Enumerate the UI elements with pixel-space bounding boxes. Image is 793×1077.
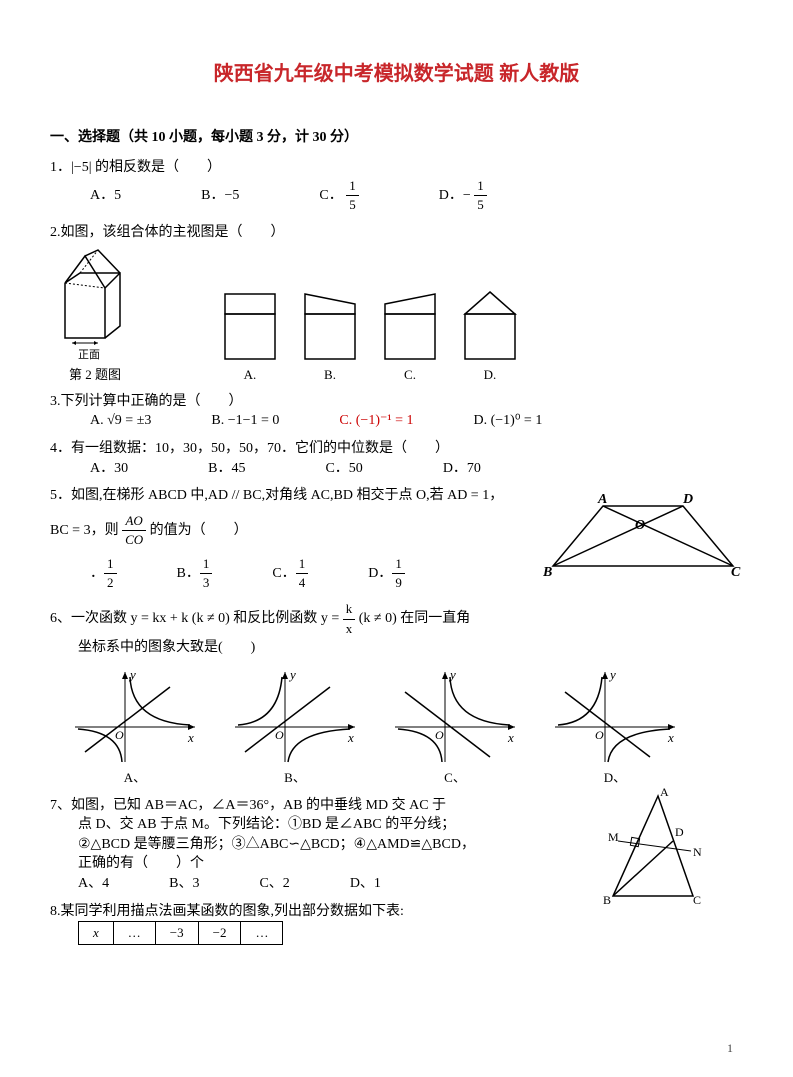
q5-opt-c: C．14 xyxy=(272,555,308,592)
exam-title: 陕西省九年级中考模拟数学试题 新人教版 xyxy=(50,60,743,88)
table-cell: x xyxy=(79,922,114,945)
svg-text:M: M xyxy=(608,830,619,844)
question-2: 2.如图，该组合体的主视图是（ ） 正面 第 2 题图 A. xyxy=(50,223,743,384)
svg-text:y: y xyxy=(288,667,296,682)
fraction-icon: kx xyxy=(343,600,356,637)
fraction-icon: AOCO xyxy=(122,512,146,549)
q2-opt-a: A. xyxy=(220,289,280,384)
q4-opt-c: C．50 xyxy=(325,459,362,479)
table-cell: −3 xyxy=(155,922,198,945)
question-4: 4．有一组数据：10，30，50，50，70．它们的中位数是（ ） A．30 B… xyxy=(50,439,743,478)
q3-opt-b: B. −1−1 = 0 xyxy=(211,411,279,431)
svg-text:y: y xyxy=(608,667,616,682)
q7-opt-c: C、2 xyxy=(259,874,289,894)
q2-b-label: B. xyxy=(300,366,360,384)
q4-opt-d: D．70 xyxy=(443,459,481,479)
svg-text:y: y xyxy=(128,667,136,682)
q5-stem-b-post: 的值为（ ） xyxy=(150,523,248,538)
svg-text:B: B xyxy=(543,565,552,580)
triangle-figure: A B C M D N xyxy=(583,786,723,906)
svg-text:O: O xyxy=(115,728,124,742)
q2-caption: 第 2 题图 xyxy=(50,366,140,384)
table-cell: … xyxy=(113,922,155,945)
q2-opt-c: C. xyxy=(380,289,440,384)
q3-stem: 3.下列计算中正确的是（ ） xyxy=(50,392,743,412)
svg-text:O: O xyxy=(635,518,645,533)
q3-opt-a: A. √9 = ±3 xyxy=(90,411,151,431)
question-6: 6、一次函数 y = kx + k (k ≠ 0) 和反比例函数 y = kx … xyxy=(50,600,743,787)
svg-text:x: x xyxy=(347,730,354,745)
q6-opt-c: O x y C、 xyxy=(390,667,520,787)
question-8: 8.某同学利用描点法画某函数的图象,列出部分数据如下表: x … −3 −2 … xyxy=(50,902,743,946)
svg-text:B: B xyxy=(603,893,611,906)
question-5: 5．如图,在梯形 ABCD 中,AD // BC,对角线 AC,BD 相交于点 … xyxy=(50,486,743,592)
q5-opt-b: B．13 xyxy=(177,555,213,592)
q6-opt-d: O x y D、 xyxy=(550,667,680,787)
svg-text:C: C xyxy=(693,893,701,906)
q1-opt-c: C． 15 xyxy=(319,177,358,214)
svg-text:O: O xyxy=(595,728,604,742)
fraction-icon: 15 xyxy=(474,177,487,214)
q7-opt-d: D、1 xyxy=(350,874,381,894)
q6-eq: y = xyxy=(321,611,343,626)
q4-stem: 4．有一组数据：10，30，50，50，70．它们的中位数是（ ） xyxy=(50,439,743,459)
q6-stem-a: 6、一次函数 y = kx + k (k ≠ 0) 和反比例函数 xyxy=(50,611,321,626)
q5-stem-b-pre: BC = 3，则 xyxy=(50,523,122,538)
svg-text:A: A xyxy=(660,786,669,799)
q2-d-label: D. xyxy=(460,366,520,384)
q6-c-label: C、 xyxy=(390,769,520,787)
q2-stem: 2.如图，该组合体的主视图是（ ） xyxy=(50,223,743,243)
q6-stem-b: 坐标系中的图象大致是( ) xyxy=(78,638,743,658)
svg-text:D: D xyxy=(675,825,684,839)
q2-opt-d: D. xyxy=(460,289,520,384)
q2-opt-b: B. xyxy=(300,289,360,384)
q1-opt-b: B．−5 xyxy=(201,186,239,206)
svg-text:A: A xyxy=(597,492,607,507)
section-1-heading: 一、选择题（共 10 小题，每小题 3 分，计 30 分） xyxy=(50,128,743,148)
table-cell: −2 xyxy=(198,922,241,945)
question-7: 7、如图，已知 AB＝AC，∠A＝36°，AB 的中垂线 MD 交 AC 于 点… xyxy=(50,796,743,894)
q1-opt-a: A．5 xyxy=(90,186,121,206)
q6-a-label: A、 xyxy=(70,769,200,787)
svg-text:x: x xyxy=(187,730,194,745)
q2-c-label: C. xyxy=(380,366,440,384)
q7-opt-b: B、3 xyxy=(169,874,199,894)
q4-opt-b: B．45 xyxy=(208,459,245,479)
front-label: 正面 xyxy=(78,348,140,363)
trapezoid-figure: A D B C O xyxy=(543,491,743,581)
q5-opt-a: ．12 xyxy=(90,555,117,592)
q8-table: x … −3 −2 … xyxy=(78,921,283,945)
svg-text:x: x xyxy=(507,730,514,745)
q7-opt-a: A、4 xyxy=(78,874,109,894)
q3-opt-c: C. (−1)⁻¹ = 1 xyxy=(339,411,413,431)
q6-stem-mid: (k ≠ 0) 在同一直角 xyxy=(359,611,471,626)
q6-opt-a: O x y A、 xyxy=(70,667,200,787)
question-1: 1．|−5| 的相反数是（ ） A．5 B．−5 C． 15 D．− 15 xyxy=(50,158,743,215)
q1-stem: 1．|−5| 的相反数是（ ） xyxy=(50,158,743,178)
question-3: 3.下列计算中正确的是（ ） A. √9 = ±3 B. −1−1 = 0 C.… xyxy=(50,392,743,431)
fraction-icon: 15 xyxy=(346,177,359,214)
q1-opt-d: D．− 15 xyxy=(439,177,487,214)
svg-text:y: y xyxy=(448,667,456,682)
q3-opt-d: D. (−1)⁰ = 1 xyxy=(473,411,542,431)
svg-text:O: O xyxy=(435,728,444,742)
q5-opt-d: D．19 xyxy=(368,555,405,592)
svg-text:C: C xyxy=(731,565,741,580)
q2-a-label: A. xyxy=(220,366,280,384)
table-cell: … xyxy=(241,922,283,945)
svg-text:x: x xyxy=(667,730,674,745)
svg-text:D: D xyxy=(682,492,693,507)
q6-b-label: B、 xyxy=(230,769,360,787)
q6-opt-b: O x y B、 xyxy=(230,667,360,787)
page-number: 1 xyxy=(727,1040,733,1057)
q1-d-label: D．− xyxy=(439,188,471,203)
q1-c-label: C． xyxy=(319,188,342,203)
svg-text:O: O xyxy=(275,728,284,742)
svg-text:N: N xyxy=(693,845,702,859)
q2-solid-figure: 正面 第 2 题图 xyxy=(50,248,140,384)
q4-opt-a: A．30 xyxy=(90,459,128,479)
